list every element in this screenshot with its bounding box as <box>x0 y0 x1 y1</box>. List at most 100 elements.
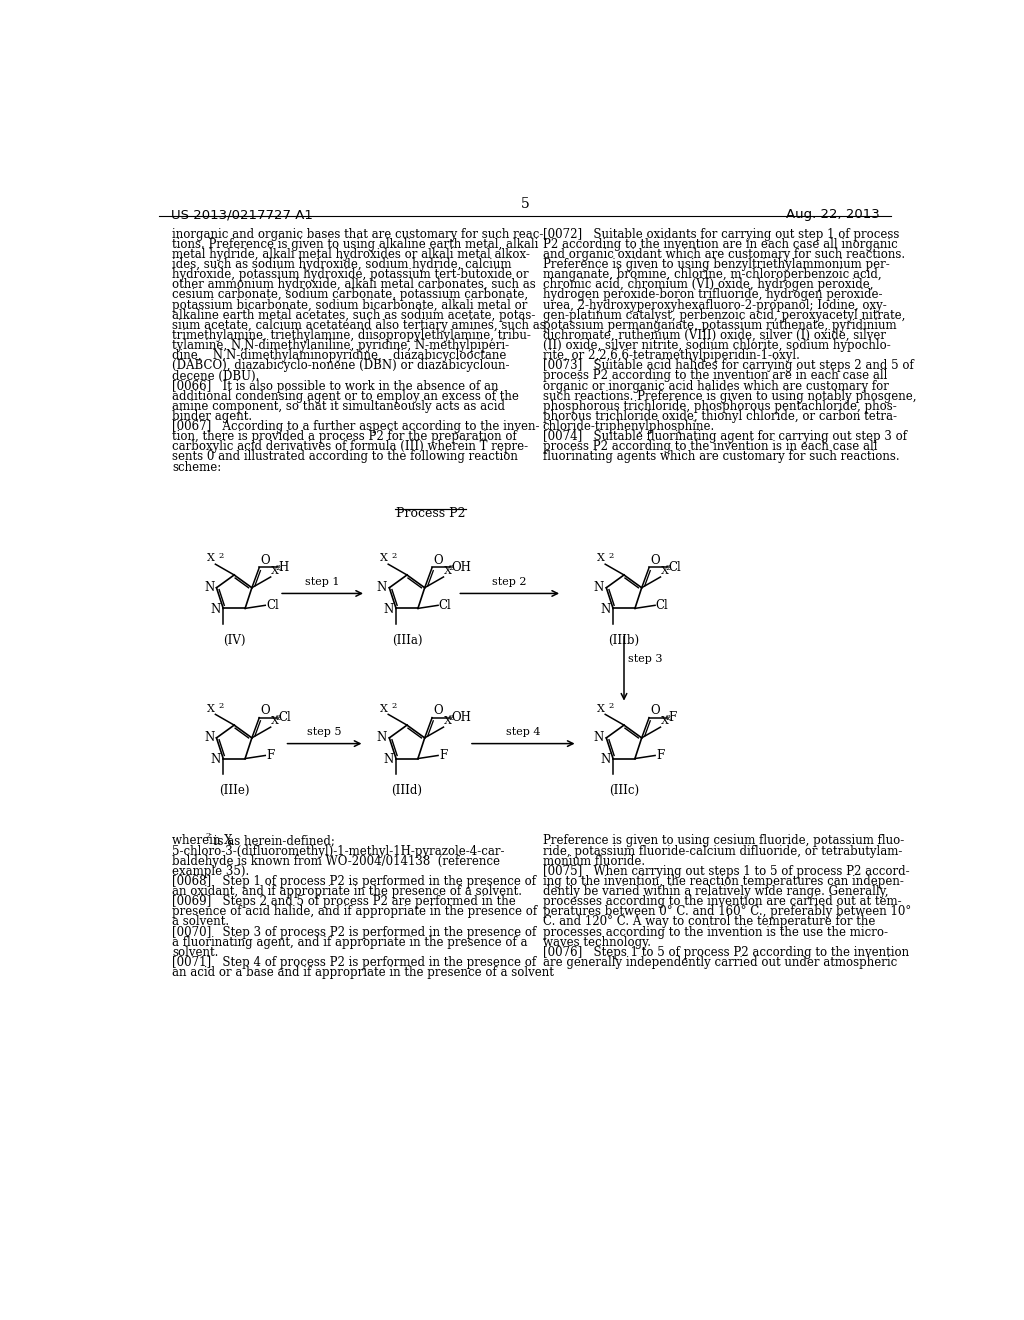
Text: (DABCO), diazabicyclo-nonene (DBN) or diazabicycloun-: (DABCO), diazabicyclo-nonene (DBN) or di… <box>172 359 510 372</box>
Text: 2: 2 <box>608 552 613 560</box>
Text: sium acetate, calcium acetateand also tertiary amines, such as: sium acetate, calcium acetateand also te… <box>172 319 546 331</box>
Text: tion, there is provided a process P2 for the preparation of: tion, there is provided a process P2 for… <box>172 430 517 444</box>
Text: X: X <box>597 704 604 714</box>
Text: X: X <box>597 553 604 564</box>
Text: Cl: Cl <box>439 599 452 612</box>
Text: urea, 2-hydroxyperoxyhexafluoro-2-propanol; Iodine, oxy-: urea, 2-hydroxyperoxyhexafluoro-2-propan… <box>543 298 887 312</box>
Text: N: N <box>594 581 604 594</box>
Text: dently be varied within a relatively wide range. Generally,: dently be varied within a relatively wid… <box>543 886 888 898</box>
Text: Preference is given to using benzyltriethylammonium per-: Preference is given to using benzyltriet… <box>543 259 890 271</box>
Text: trimethylamine, triethylamine, diisopropylethylamine, tribu-: trimethylamine, triethylamine, diisoprop… <box>172 329 531 342</box>
Text: 5-chloro-3-(difluoromethyl)-1-methyl-1H-pyrazole-4-car-: 5-chloro-3-(difluoromethyl)-1-methyl-1H-… <box>172 845 505 858</box>
Text: 5: 5 <box>520 197 529 211</box>
Text: hydrogen peroxide-boron trifluoride, hydrogen peroxide-: hydrogen peroxide-boron trifluoride, hyd… <box>543 289 882 301</box>
Text: N: N <box>600 752 610 766</box>
Text: hydroxide, potassium hydroxide, potassium tert-butoxide or: hydroxide, potassium hydroxide, potassiu… <box>172 268 528 281</box>
Text: F: F <box>266 748 274 762</box>
Text: potassium bicarbonate, sodium bicarbonate, alkali metal or: potassium bicarbonate, sodium bicarbonat… <box>172 298 527 312</box>
Text: N: N <box>377 731 387 744</box>
Text: OH: OH <box>452 711 471 725</box>
Text: inorganic and organic bases that are customary for such reac-: inorganic and organic bases that are cus… <box>172 227 544 240</box>
Text: chromic acid, chromium (VI) oxide, hydrogen peroxide,: chromic acid, chromium (VI) oxide, hydro… <box>543 279 873 292</box>
Text: X: X <box>380 704 387 714</box>
Text: 2: 2 <box>391 552 396 560</box>
Text: P2 according to the invention are in each case all inorganic: P2 according to the invention are in eac… <box>543 238 897 251</box>
Text: phorous trichloride oxide, thionyl chloride, or carbon tetra-: phorous trichloride oxide, thionyl chlor… <box>543 411 897 422</box>
Text: dichromate, ruthenium (VIII) oxide, silver (I) oxide, silver: dichromate, ruthenium (VIII) oxide, silv… <box>543 329 886 342</box>
Text: [0073]   Suitable acid halides for carrying out steps 2 and 5 of: [0073] Suitable acid halides for carryin… <box>543 359 913 372</box>
Text: process P2 according to the invention is in each case all: process P2 according to the invention is… <box>543 441 878 453</box>
Text: F: F <box>669 711 677 725</box>
Text: N: N <box>211 752 221 766</box>
Text: step 3: step 3 <box>628 653 663 664</box>
Text: phosphorous trichloride, phosphorous pentachloride, phos-: phosphorous trichloride, phosphorous pen… <box>543 400 896 413</box>
Text: [0069]   Steps 2 and 5 of process P2 are performed in the: [0069] Steps 2 and 5 of process P2 are p… <box>172 895 516 908</box>
Text: [0067]   According to a further aspect according to the inven-: [0067] According to a further aspect acc… <box>172 420 540 433</box>
Text: alkaline earth metal acetates, such as sodium acetate, potas-: alkaline earth metal acetates, such as s… <box>172 309 536 322</box>
Text: process P2 according to the invention are in each case all: process P2 according to the invention ar… <box>543 370 887 383</box>
Text: amine component, so that it simultaneously acts as acid: amine component, so that it simultaneous… <box>172 400 505 413</box>
Text: [0072]   Suitable oxidants for carrying out step 1 of process: [0072] Suitable oxidants for carrying ou… <box>543 227 899 240</box>
Text: organic or inorganic acid halides which are customary for: organic or inorganic acid halides which … <box>543 380 889 392</box>
Text: [0076]   Steps 1 to 5 of process P2 according to the invention: [0076] Steps 1 to 5 of process P2 accord… <box>543 946 908 958</box>
Text: Cl: Cl <box>279 711 292 725</box>
Text: Process P2: Process P2 <box>395 507 465 520</box>
Text: C. and 120° C. A way to control the temperature for the: C. and 120° C. A way to control the temp… <box>543 916 874 928</box>
Text: N: N <box>384 752 394 766</box>
Text: [0068]   Step 1 of process P2 is performed in the presence of: [0068] Step 1 of process P2 is performed… <box>172 875 537 888</box>
Text: a solvent.: a solvent. <box>172 916 229 928</box>
Text: [0075]   When carrying out steps 1 to 5 of process P2 accord-: [0075] When carrying out steps 1 to 5 of… <box>543 865 909 878</box>
Text: step 1: step 1 <box>305 577 340 587</box>
Text: peratures between 0° C. and 160° C., preferably between 10°: peratures between 0° C. and 160° C., pre… <box>543 906 911 919</box>
Text: cesium carbonate, sodium carbonate, potassium carbonate,: cesium carbonate, sodium carbonate, pota… <box>172 289 528 301</box>
Text: N: N <box>384 603 394 615</box>
Text: metal hydride, alkali metal hydroxides or alkali metal alkox-: metal hydride, alkali metal hydroxides o… <box>172 248 530 261</box>
Text: 2: 2 <box>218 702 223 710</box>
Text: Aug. 22, 2013: Aug. 22, 2013 <box>786 209 880 222</box>
Text: ride, potassium fluoride-calcium difluoride, or tetrabutylam-: ride, potassium fluoride-calcium difluor… <box>543 845 902 858</box>
Text: O: O <box>650 553 660 566</box>
Text: chloride-triphenylphosphine.: chloride-triphenylphosphine. <box>543 420 715 433</box>
Text: monium fluoride.: monium fluoride. <box>543 855 645 867</box>
Text: gen-platinum catalyst, perbenzoic acid, peroxyacetyl nitrate,: gen-platinum catalyst, perbenzoic acid, … <box>543 309 905 322</box>
Text: O: O <box>261 553 270 566</box>
Text: 2: 2 <box>391 702 396 710</box>
Text: (IIIb): (IIIb) <box>608 634 640 647</box>
Text: X: X <box>443 717 452 726</box>
Text: [0070]   Step 3 of process P2 is performed in the presence of: [0070] Step 3 of process P2 is performed… <box>172 925 537 939</box>
Text: X: X <box>660 717 669 726</box>
Text: 2: 2 <box>449 565 454 573</box>
Text: ing to the invention, the reaction temperatures can indepen-: ing to the invention, the reaction tempe… <box>543 875 903 888</box>
Text: presence of acid halide, and if appropriate in the presence of: presence of acid halide, and if appropri… <box>172 906 538 919</box>
Text: X: X <box>207 553 215 564</box>
Text: other ammonium hydroxide, alkali metal carbonates, such as: other ammonium hydroxide, alkali metal c… <box>172 279 536 292</box>
Text: O: O <box>433 704 443 717</box>
Text: F: F <box>439 748 447 762</box>
Text: carboxylic acid derivatives of formula (III) wherein T repre-: carboxylic acid derivatives of formula (… <box>172 441 528 453</box>
Text: (IIIc): (IIIc) <box>609 784 639 797</box>
Text: Cl: Cl <box>669 561 681 574</box>
Text: dine,   N,N-dimethylaminopyridine,   diazabicyclooctane: dine, N,N-dimethylaminopyridine, diazabi… <box>172 350 507 362</box>
Text: O: O <box>433 553 443 566</box>
Text: [0071]   Step 4 of process P2 is performed in the presence of: [0071] Step 4 of process P2 is performed… <box>172 956 537 969</box>
Text: an acid or a base and if appropriate in the presence of a solvent: an acid or a base and if appropriate in … <box>172 966 554 979</box>
Text: Cl: Cl <box>655 599 669 612</box>
Text: an oxidant, and if appropriate in the presence of a solvent.: an oxidant, and if appropriate in the pr… <box>172 886 522 898</box>
Text: 2: 2 <box>666 565 671 573</box>
Text: 2: 2 <box>275 714 281 722</box>
Text: X: X <box>443 566 452 577</box>
Text: (IV): (IV) <box>223 634 246 647</box>
Text: X: X <box>660 566 669 577</box>
Text: step 4: step 4 <box>506 727 541 738</box>
Text: (IIId): (IIId) <box>391 784 423 797</box>
Text: 2: 2 <box>206 832 211 840</box>
Text: 2: 2 <box>608 702 613 710</box>
Text: Cl: Cl <box>266 599 279 612</box>
Text: N: N <box>377 581 387 594</box>
Text: N: N <box>594 731 604 744</box>
Text: N: N <box>204 581 214 594</box>
Text: wherein X: wherein X <box>172 834 232 847</box>
Text: step 2: step 2 <box>493 577 527 587</box>
Text: scheme:: scheme: <box>172 461 221 474</box>
Text: X: X <box>270 717 279 726</box>
